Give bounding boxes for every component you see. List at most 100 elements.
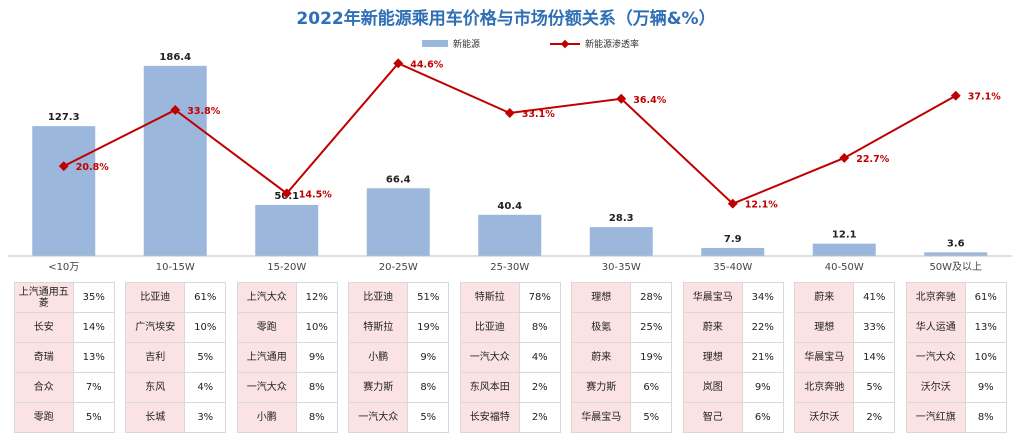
line-point [170,105,181,115]
brand-table: 上汽大众 12% 零跑 10% 上汽通用 9% 一汽大众 8% 小鹏 8% [236,282,338,433]
brand-name-cell: 华晨宝马 [682,282,743,313]
brand-share-cell: 22% [741,312,784,343]
brand-share-cell: 5% [630,402,673,433]
line-data-label: 36.4% [633,95,666,106]
brand-name-cell: 理想 [571,282,632,313]
brand-share-cell: 2% [518,372,561,403]
brand-name-cell: 吉利 [125,342,186,373]
penetration-line-series: 20.8% 33.8% 14.5% 44.6% 33.1% 36.4% 12.1% 22.7%… [58,58,1001,211]
bar-data-label: 12.1 [832,230,857,241]
brand-share-cell: 14% [72,312,115,343]
bar-data-label: 127.3 [48,112,80,123]
legend-label-line: 新能源渗透率 [585,38,639,50]
brand-name-cell: 特斯拉 [459,282,520,313]
brand-name-cell: 一汽大众 [348,402,409,433]
table-row: 合众 7% [13,372,115,403]
table-row: 岚图 9% [682,372,784,403]
table-row: 理想 28% [571,282,673,313]
x-tick-label: 10-15W [156,262,195,273]
line-data-label: 22.7% [856,154,889,165]
brand-name-cell: 长安 [13,312,74,343]
table-row: 理想 33% [794,312,896,343]
brand-share-cell: 19% [630,342,673,373]
brand-share-cell: 7% [72,372,115,403]
brand-share-cell: 34% [741,282,784,313]
x-tick-label: 20-25W [379,262,418,273]
brand-name-cell: 沃尔沃 [905,372,966,403]
brand-table: 蔚来 41% 理想 33% 华晨宝马 14% 北京奔驰 5% 沃尔沃 2% [794,282,896,433]
line-data-label: 14.5% [299,189,332,200]
table-row: 赛力斯 6% [571,372,673,403]
brand-table: 比亚迪 51% 特斯拉 19% 小鹏 9% 赛力斯 8% 一汽大众 5% [348,282,450,433]
brand-share-cell: 9% [295,342,338,373]
x-tick-label: 40-50W [825,262,864,273]
table-row: 长城 3% [125,402,227,433]
brand-name-cell: 零跑 [13,402,74,433]
brand-name-cell: 上汽通用 [236,342,297,373]
brand-share-cell: 10% [295,312,338,343]
brand-name-cell: 特斯拉 [348,312,409,343]
brand-name-cell: 长城 [125,402,186,433]
chart-title: 2022年新能源乘用车价格与市场份额关系（万辆&%） [296,9,716,29]
table-row: 沃尔沃 2% [794,402,896,433]
brand-share-cell: 9% [964,372,1007,403]
brand-name-cell: 比亚迪 [125,282,186,313]
brand-name-cell: 上汽大众 [236,282,297,313]
legend-label-bar: 新能源 [453,38,480,50]
table-row: 华晨宝马 34% [682,282,784,313]
brand-share-cell: 5% [853,372,896,403]
brand-name-cell: 东风 [125,372,186,403]
x-axis-labels: <10万 10-15W 15-20W 20-25W 25-30W 30-35W 35-40W… [48,261,982,273]
brand-name-cell: 一汽大众 [236,372,297,403]
table-row: 沃尔沃 9% [905,372,1007,403]
legend: 新能源 新能源渗透率 [422,38,639,50]
brand-share-cell: 51% [407,282,450,313]
line-data-label: 33.8% [187,106,220,117]
brand-share-cell: 13% [964,312,1007,343]
table-row: 长安福特 2% [459,402,561,433]
table-row: 小鹏 9% [348,342,450,373]
brand-name-cell: 比亚迪 [459,312,520,343]
brand-share-cell: 8% [295,402,338,433]
line-data-label: 20.8% [76,162,109,173]
bar-data-label: 186.4 [159,52,191,63]
brand-share-cell: 8% [518,312,561,343]
brand-name-cell: 一汽大众 [905,342,966,373]
brand-share-cell: 3% [184,402,227,433]
brand-name-cell: 一汽红旗 [905,402,966,433]
bar [366,188,430,256]
table-row: 长安 14% [13,312,115,343]
bar [589,227,653,256]
line-point [839,152,850,163]
brand-share-cell: 25% [630,312,673,343]
table-row: 蔚来 41% [794,282,896,313]
brand-name-cell: 极氪 [571,312,632,343]
brand-name-cell: 东风本田 [459,372,520,403]
x-tick-label: 15-20W [267,262,306,273]
brand-table: 华晨宝马 34% 蔚来 22% 理想 21% 岚图 9% 智己 6% [682,282,784,433]
line-point [58,161,69,172]
x-tick-label: <10万 [48,262,79,273]
table-row: 一汽大众 5% [348,402,450,433]
brand-share-cell: 8% [295,372,338,403]
table-row: 零跑 5% [13,402,115,433]
table-row: 北京奔驰 5% [794,372,896,403]
table-row: 上汽通用 9% [236,342,338,373]
line-data-label: 33.1% [522,109,555,120]
table-row: 一汽大众 8% [236,372,338,403]
brand-share-cell: 10% [184,312,227,343]
x-tick-label: 50W及以上 [929,261,982,273]
table-row: 智己 6% [682,402,784,433]
line-point [504,108,515,118]
table-row: 理想 21% [682,342,784,373]
bar [812,243,876,256]
line-data-label: 12.1% [745,200,778,211]
brand-name-cell: 长安福特 [459,402,520,433]
brand-share-cell: 8% [964,402,1007,433]
brand-name-cell: 一汽大众 [459,342,520,373]
brand-name-cell: 岚图 [682,372,743,403]
brand-share-cell: 5% [407,402,450,433]
line-point [281,188,292,199]
